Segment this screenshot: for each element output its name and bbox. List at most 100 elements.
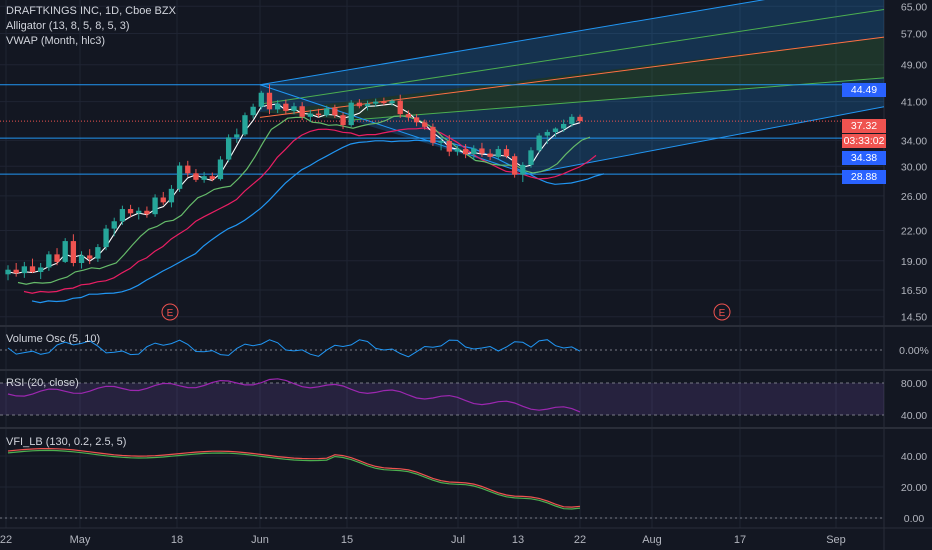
candle-body [258, 92, 264, 107]
rsi-legend: RSI (20, close) [6, 377, 79, 389]
candle-body [168, 188, 175, 203]
candle-body [95, 247, 101, 259]
earnings-marker [713, 303, 731, 321]
volume-osc-line [7, 339, 581, 358]
candle-body [569, 116, 575, 125]
candle-body [528, 150, 534, 165]
rsi-band [0, 383, 884, 415]
alligator-lips [17, 115, 591, 285]
date-tick: 17 [734, 534, 746, 546]
candle-body [234, 134, 240, 138]
candle-body [87, 255, 93, 259]
date-tick: 18 [171, 534, 183, 546]
candle-body [266, 92, 273, 110]
candle-body [78, 255, 85, 263]
pitchfork-handle [259, 84, 529, 175]
alligator-jaw [31, 139, 605, 304]
candle-body [160, 197, 166, 203]
date-tick: Jun [251, 534, 269, 546]
vfi-tick: 0.00 [904, 513, 925, 525]
price-tick: 41.00 [901, 97, 927, 109]
candle-body [209, 176, 215, 180]
candle-body [503, 149, 510, 157]
candle-body [136, 210, 142, 214]
candle-body [544, 132, 550, 136]
price-tick: 57.00 [901, 28, 927, 40]
price-tick: 49.00 [901, 60, 927, 72]
price-tag-28-88: 28.88 [842, 170, 886, 184]
earnings-marker-label: E [719, 308, 726, 319]
vfi-legend: VFI_LB (130, 0.2, 2.5, 5) [6, 436, 127, 448]
candle-body [454, 149, 461, 152]
candle-body [315, 113, 322, 116]
candle-body [29, 266, 36, 272]
price-tick: 26.00 [901, 191, 927, 203]
candle-body [283, 103, 289, 111]
date-tick: 22 [574, 534, 586, 546]
volume-osc-tick: 0.00% [899, 345, 929, 357]
candle-body [536, 135, 542, 151]
candle-body [21, 266, 27, 274]
candle-body [389, 100, 395, 104]
candle-body [54, 254, 60, 262]
candle-body [5, 269, 11, 275]
pitchfork-line [259, 8, 885, 105]
rsi-tick: 80.00 [901, 378, 927, 390]
candle-body [111, 221, 117, 229]
candle-body [119, 209, 126, 222]
date-tick: 22 [0, 534, 12, 546]
candle-body [413, 117, 420, 123]
candle-body [487, 153, 493, 157]
vfi-tick: 40.00 [901, 451, 927, 463]
volume-osc-legend: Volume Osc (5, 10) [6, 333, 101, 345]
candle-body [381, 101, 387, 104]
candle-body [356, 102, 363, 107]
candle-body [552, 128, 559, 133]
vfi-line [7, 449, 581, 510]
candle-body [103, 228, 109, 248]
date-tick: 15 [341, 534, 353, 546]
alligator-teeth [23, 127, 597, 294]
symbol-legend: DRAFTKINGS INC, 1D, Cboe BZX [6, 5, 176, 17]
candle-body [324, 108, 330, 116]
candle-body [185, 165, 191, 174]
candle-body [577, 116, 583, 122]
candle-body [332, 108, 338, 116]
candle-body [307, 113, 313, 117]
candle-body [520, 164, 526, 175]
candle-body [38, 267, 44, 272]
candle-body [299, 106, 305, 117]
candle-body [46, 254, 52, 268]
pitchfork-line [259, 36, 885, 118]
candle-body [364, 103, 371, 107]
candle-body [373, 101, 379, 104]
candle-body [70, 241, 77, 263]
candle-body [250, 106, 256, 116]
last-price-tag: 37.32 [842, 119, 886, 133]
vwap-legend: VWAP (Month, hlc3) [6, 35, 106, 47]
price-tick: 65.00 [901, 1, 927, 13]
price-tick: 22.00 [901, 225, 927, 237]
price-tag-44-49: 44.49 [842, 83, 886, 97]
pitchfork-band [260, 37, 884, 121]
candle-body [13, 269, 19, 274]
candle-body [193, 173, 199, 180]
candle-body [348, 102, 354, 126]
pitchfork-line [527, 106, 885, 175]
earnings-marker-label: E [167, 308, 174, 319]
vfi-tick: 20.00 [901, 482, 927, 494]
price-tick: 19.00 [901, 256, 927, 268]
vfi-signal-line [7, 448, 581, 508]
candle-body [479, 148, 485, 154]
candle-body [201, 176, 207, 180]
date-tick: May [70, 534, 91, 546]
candle-body [176, 165, 183, 189]
candle-body [471, 148, 477, 155]
candle-body [397, 100, 403, 115]
countdown-tag: 03:33:02 [842, 134, 886, 148]
candle-body [438, 140, 444, 143]
candle-body [217, 159, 224, 180]
price-tick: 14.50 [901, 312, 927, 324]
candle-body [422, 122, 428, 127]
